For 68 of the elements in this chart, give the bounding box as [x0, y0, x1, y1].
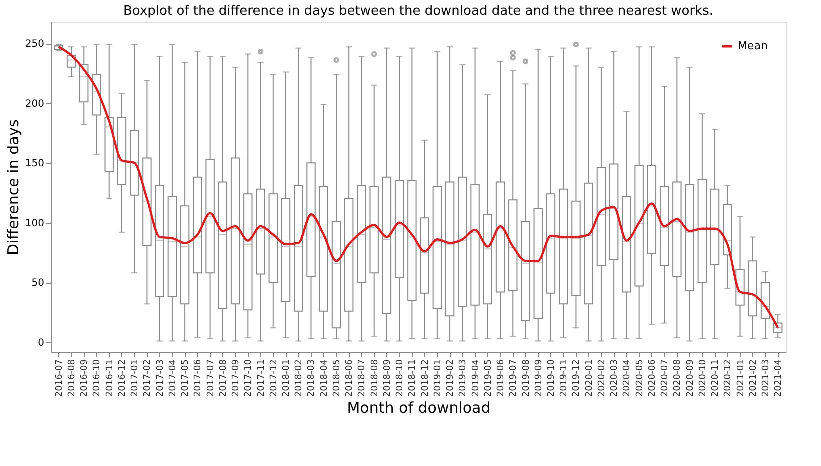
x-tick-label: 2018-09: [382, 359, 393, 398]
x-tick-label: 2021-02: [748, 360, 759, 398]
x-tick-label: 2019-01: [433, 360, 444, 398]
x-tick-label: 2020-01: [584, 360, 595, 398]
x-tick-label: 2019-12: [572, 360, 582, 398]
x-tick-label: 2019-03: [458, 360, 469, 398]
x-tick-label: 2020-08: [673, 359, 684, 398]
x-tick-label: 2017-02: [143, 360, 154, 398]
y-tick-label: 250: [25, 39, 44, 50]
x-tick-label: 2018-10: [396, 359, 406, 398]
x-tick-label: 2017-07: [206, 360, 216, 398]
x-tick-label: 2020-11: [711, 360, 722, 398]
x-tick-label: 2018-12: [420, 360, 431, 398]
x-tick-label: 2016-12: [118, 360, 128, 398]
chart-title: Boxplot of the difference in days between the download date and the three nearest works.: [124, 4, 714, 19]
x-tick-label: 2017-03: [156, 360, 166, 398]
x-tick-label: 2018-02: [294, 360, 305, 398]
x-tick-label: 2019-08: [522, 359, 532, 398]
x-tick-label: 2017-12: [269, 360, 280, 398]
x-tick-label: 2018-11: [408, 360, 418, 398]
x-axis-title: Month of download: [347, 399, 491, 418]
x-tick-label: 2017-01: [130, 360, 141, 398]
x-tick-label: 2019-02: [446, 360, 456, 398]
x-tick-label: 2017-11: [256, 360, 267, 398]
x-tick-label: 2019-04: [471, 359, 482, 398]
x-tick-label: 2021-04: [774, 359, 784, 398]
x-tick-label: 2020-07: [660, 360, 671, 398]
x-tick-label: 2020-03: [610, 360, 620, 398]
legend-label: Mean: [738, 40, 768, 52]
x-tick-label: 2016-11: [105, 360, 116, 398]
x-tick-label: 2019-10: [546, 359, 557, 398]
x-tick-label: 2019-07: [509, 360, 520, 398]
x-tick-label: 2020-02: [597, 360, 608, 398]
x-tick-label: 2020-06: [648, 359, 658, 398]
x-tick-label: 2017-04: [168, 359, 178, 398]
x-tick-label: 2019-05: [484, 360, 494, 398]
x-tick-label: 2019-06: [496, 359, 507, 398]
x-tick-label: 2018-08: [370, 359, 380, 398]
x-tick-label: 2021-03: [761, 360, 772, 398]
y-tick-label: 100: [25, 218, 44, 230]
x-tick-label: 2018-01: [282, 360, 292, 398]
x-tick-label: 2016-08: [68, 359, 78, 398]
x-tick-label: 2018-05: [332, 360, 342, 398]
x-tick-label: 2019-09: [534, 359, 544, 398]
x-tick-label: 2018-06: [345, 359, 356, 398]
y-tick-label: 150: [25, 158, 44, 170]
x-tick-label: 2016-07: [54, 360, 65, 398]
x-tick-label: 2020-10: [698, 359, 708, 398]
x-tick-label: 2018-04: [320, 359, 330, 398]
x-tick-label: 2020-09: [686, 359, 696, 398]
x-tick-label: 2017-10: [244, 359, 254, 398]
x-tick-label: 2016-09: [80, 359, 90, 398]
x-tick-label: 2019-11: [560, 360, 570, 398]
y-tick-label: 50: [32, 278, 44, 290]
x-tick-label: 2020-12: [724, 360, 734, 398]
y-tick-label: 0: [38, 338, 44, 349]
x-tick-label: 2017-06: [194, 359, 204, 398]
y-axis-title: Difference in days: [4, 119, 22, 256]
x-tick-label: 2017-05: [181, 360, 192, 398]
y-tick-label: 200: [25, 98, 44, 110]
x-tick-label: 2018-03: [307, 360, 318, 398]
x-tick-label: 2016-10: [92, 359, 103, 398]
x-tick-label: 2018-07: [358, 360, 368, 398]
x-tick-label: 2021-01: [736, 360, 746, 398]
x-tick-label: 2020-05: [635, 360, 646, 398]
x-tick-label: 2020-04: [622, 359, 633, 398]
x-tick-label: 2017-09: [232, 359, 242, 398]
x-tick-label: 2017-08: [218, 359, 229, 398]
